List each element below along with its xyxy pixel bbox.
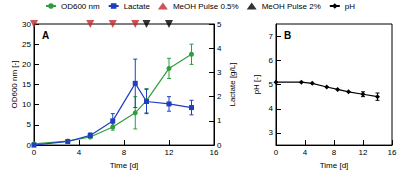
svg-text:3: 3 [217, 68, 222, 77]
svg-text:5: 5 [27, 120, 32, 129]
svg-text:B: B [284, 30, 291, 41]
svg-text:7: 7 [269, 32, 274, 41]
svg-text:15: 15 [22, 80, 31, 89]
svg-text:16: 16 [210, 148, 219, 157]
svg-text:0: 0 [274, 148, 279, 157]
svg-text:OD600 nm: OD600 nm [61, 2, 100, 11]
svg-text:0: 0 [26, 140, 31, 150]
svg-text:4: 4 [217, 44, 222, 53]
svg-text:4: 4 [303, 148, 308, 157]
svg-text:12: 12 [359, 148, 368, 157]
svg-text:0: 0 [32, 148, 37, 157]
svg-text:pH [-]: pH [-] [252, 75, 261, 95]
svg-text:pH: pH [345, 2, 355, 11]
svg-text:10: 10 [22, 100, 31, 109]
svg-text:0: 0 [217, 140, 222, 150]
svg-text:Time [d]: Time [d] [320, 161, 349, 170]
svg-text:Lactate: Lactate [124, 2, 151, 11]
svg-text:20: 20 [22, 60, 31, 69]
svg-text:8: 8 [122, 148, 127, 157]
svg-text:16: 16 [388, 148, 397, 157]
svg-text:12: 12 [165, 148, 174, 157]
svg-text:4: 4 [269, 104, 274, 113]
svg-text:4: 4 [77, 148, 82, 157]
svg-text:Time [d]: Time [d] [110, 161, 139, 170]
svg-text:1: 1 [217, 116, 222, 125]
svg-text:30: 30 [22, 20, 31, 29]
svg-text:OD600 nm [-]: OD600 nm [-] [10, 61, 19, 109]
svg-text:3: 3 [269, 128, 274, 137]
svg-text:A: A [42, 30, 49, 41]
svg-text:8: 8 [332, 148, 337, 157]
svg-text:25: 25 [22, 40, 31, 49]
svg-text:Lactate [g/L]: Lactate [g/L] [228, 63, 237, 107]
svg-text:5: 5 [269, 80, 274, 89]
svg-text:MeOH Pulse 2%: MeOH Pulse 2% [262, 2, 321, 11]
svg-text:6: 6 [269, 56, 274, 65]
svg-text:5: 5 [217, 20, 222, 29]
svg-text:MeOH Pulse 0.5%: MeOH Pulse 0.5% [173, 2, 239, 11]
svg-text:2: 2 [217, 92, 222, 101]
